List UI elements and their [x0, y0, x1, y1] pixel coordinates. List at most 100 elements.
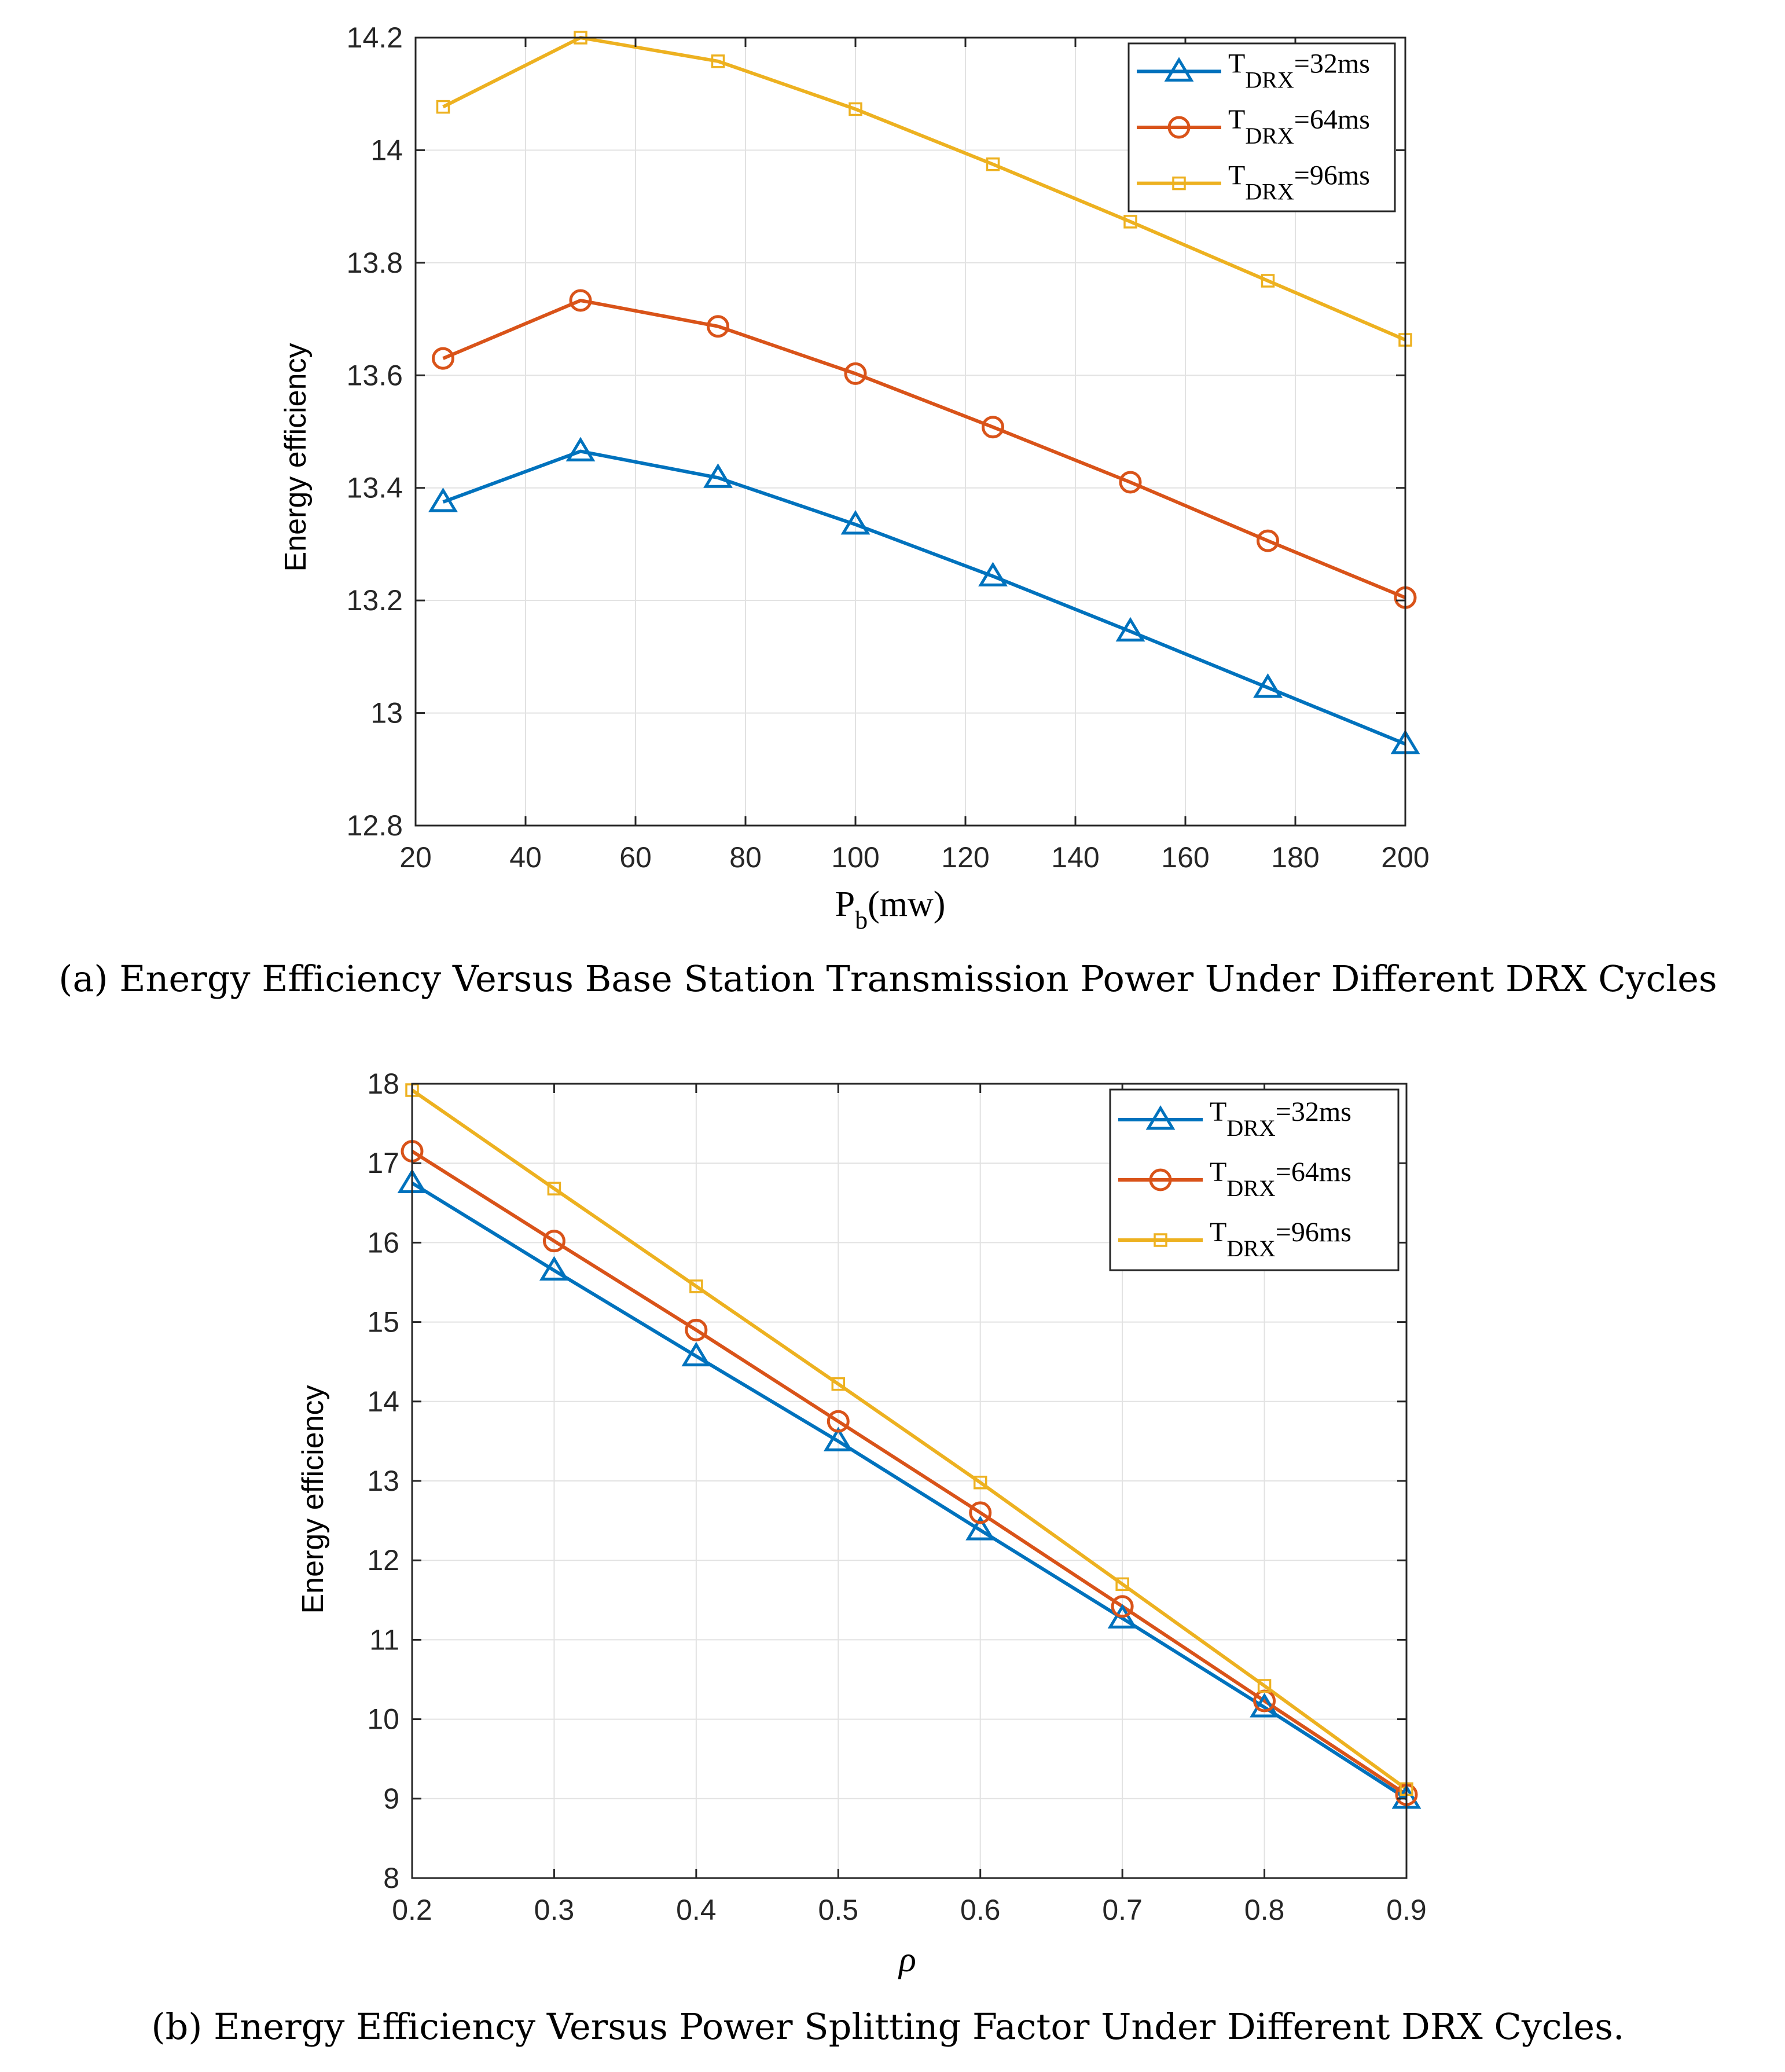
- chart-a-series-0-point: [1253, 673, 1283, 698]
- chart-a-series-0-point: [840, 510, 871, 535]
- chart-a-series-0-point: [565, 437, 596, 462]
- chart-b-x-tick-label: 0.5: [818, 1894, 859, 1926]
- chart-b-lines: [411, 1088, 1408, 1800]
- chart-b-legend-label-1: TDRX=64ms: [1210, 1157, 1351, 1201]
- chart-b-legend-marker-2: [1154, 1233, 1167, 1247]
- chart-b-y-tick-labels: 8 9 10 11 12 13 14 15 16 17 18: [367, 1068, 399, 1894]
- chart-b-legend-label-2: TDRX=96ms: [1210, 1217, 1351, 1261]
- chart-b-legend-label-tail-2: =96ms: [1276, 1217, 1351, 1248]
- chart-a-series-1-point: [982, 416, 1004, 439]
- chart-b-series-2-point: [831, 1377, 846, 1391]
- chart-b-y-tick-label: 11: [369, 1623, 399, 1656]
- chart-b-y-axis-label: Energy efficiency: [296, 1385, 330, 1613]
- chart-b-x-tick-label: 0.2: [392, 1894, 432, 1926]
- chart-b-y-tick-label: 16: [367, 1226, 399, 1259]
- chart-a-series-0-point: [703, 463, 733, 488]
- chart-b-series-0-point: [1107, 1604, 1137, 1629]
- chart-a-series-0-point: [428, 487, 458, 512]
- chart-a-y-axis-label: Energy efficiency: [279, 343, 313, 571]
- chart-a-x-tick-label: 80: [729, 841, 762, 874]
- chart-a-y-tick-label: 13.2: [347, 584, 403, 617]
- chart-b-x-axis-label: ρ: [898, 1940, 916, 1979]
- chart-b-x-tick-label: 0.8: [1244, 1894, 1285, 1926]
- chart-b-series-2-point: [973, 1475, 987, 1490]
- chart-a-legend-label-main-0: T: [1228, 48, 1245, 79]
- chart-b-legend-label-sub-2: DRX: [1226, 1235, 1276, 1261]
- chart-a-x-tick-label: 180: [1271, 841, 1319, 874]
- chart-b-legend-label-0: TDRX=32ms: [1210, 1096, 1351, 1141]
- chart-b-legend-marker-0: [1145, 1105, 1176, 1130]
- chart-a-series-1-point: [1119, 471, 1142, 494]
- chart-a-x-tick-label: 200: [1381, 841, 1429, 874]
- chart-b-series-1-point: [827, 1410, 850, 1433]
- chart-a-legend-label-sub-0: DRX: [1245, 67, 1294, 93]
- chart-b-caption: (b) Energy Efficiency Versus Power Split…: [151, 2005, 1624, 2048]
- chart-b-series-0-point: [965, 1516, 996, 1541]
- chart-b-legend-label-tail-0: =32ms: [1276, 1096, 1351, 1127]
- chart-a-y-tick-labels: 12.8 13 13.2 13.4 13.6 13.8 14 14.2: [347, 21, 403, 842]
- chart-a-x-tick-label: 60: [619, 841, 652, 874]
- chart-b-series-0-point: [681, 1341, 711, 1367]
- chart-b-series-0-point: [1250, 1693, 1279, 1718]
- chart-b-x-tick-label: 0.4: [676, 1894, 717, 1926]
- chart-a-series-1-point: [432, 347, 454, 370]
- chart-a-x-axis-label: Pb(mw): [835, 885, 946, 934]
- chart-a-axes-box: [414, 36, 1406, 827]
- chart-a-legend-label-0: TDRX=32ms: [1228, 48, 1370, 93]
- chart-a-series-2-point: [986, 157, 1000, 171]
- chart-b-y-tick-label: 17: [367, 1147, 399, 1179]
- chart-a-y-tick-label: 14.2: [347, 21, 403, 54]
- chart-a-legend-marker-0: [1164, 57, 1194, 82]
- chart-a-legend-label-1: TDRX=64ms: [1228, 104, 1370, 149]
- chart-a-x-tick-label: 40: [509, 841, 542, 874]
- chart-b-x-tick-label: 0.3: [534, 1894, 575, 1926]
- chart-b-series-2-point: [547, 1182, 561, 1195]
- chart-a-series-2-point: [1261, 274, 1275, 288]
- chart-b: 0.2 0.3 0.4 0.5 0.6 0.7 0.8 0.9 8 9 10 11 12 13 14 15 1…: [151, 1068, 1624, 2048]
- chart-a-legend-label-sub-1: DRX: [1245, 123, 1294, 149]
- chart-b-series-0-point: [823, 1426, 853, 1451]
- chart-a-x-axis-label-sub: b: [855, 906, 868, 934]
- chart-a-series-2-point: [849, 102, 862, 116]
- chart-a-series-1-point: [844, 362, 867, 385]
- chart-a-y-tick-label: 13.6: [347, 359, 403, 391]
- chart-b-x-tick-label: 0.6: [960, 1894, 1001, 1926]
- chart-b-x-tick-label: 0.9: [1386, 1894, 1427, 1926]
- chart-b-legend-label-main-0: T: [1210, 1096, 1226, 1127]
- chart-a-x-tick-label: 20: [399, 841, 432, 874]
- chart-a-legend-marker-1: [1167, 116, 1191, 139]
- chart-b-series-1-point: [1111, 1595, 1134, 1618]
- chart-a-x-tick-label: 160: [1161, 841, 1209, 874]
- chart-a-series-1-point: [707, 315, 729, 338]
- chart-b-series-2-point: [1115, 1577, 1129, 1591]
- chart-a-x-tick-label: 140: [1051, 841, 1099, 874]
- chart-a-lines: [442, 36, 1406, 746]
- chart-b-series-1-point: [969, 1501, 992, 1524]
- chart-b-y-tick-label: 8: [383, 1862, 399, 1894]
- chart-b-x-tick-labels: 0.2 0.3 0.4 0.5 0.6 0.7 0.8 0.9: [392, 1894, 1427, 1926]
- chart-a-legend-label-main-2: T: [1228, 160, 1245, 191]
- chart-b-legend-label-tail-1: =64ms: [1276, 1157, 1351, 1187]
- chart-b-legend-label-sub-1: DRX: [1226, 1175, 1276, 1201]
- chart-a-series-1-point: [569, 289, 592, 312]
- chart-a-y-tick-label: 13: [370, 697, 403, 729]
- chart-b-y-tick-label: 9: [383, 1783, 399, 1815]
- chart-a-y-tick-label: 12.8: [347, 809, 403, 842]
- chart-a-x-axis-label-main: P: [835, 885, 855, 924]
- chart-a-legend-label-tail-2: =96ms: [1294, 160, 1370, 191]
- chart-a-series-1-line: [442, 298, 1406, 600]
- chart-b-legend-label-sub-0: DRX: [1226, 1115, 1276, 1141]
- chart-a-x-tick-label: 100: [831, 841, 879, 874]
- chart-a-legend-label-tail-0: =32ms: [1294, 48, 1370, 79]
- chart-a-legend-marker-2: [1172, 176, 1186, 190]
- chart-b-series-1-line: [411, 1150, 1408, 1796]
- chart-b-x-tick-label: 0.7: [1102, 1894, 1143, 1926]
- chart-a-series-1-point: [1257, 529, 1279, 552]
- chart-a-legend-label-main-1: T: [1228, 104, 1245, 135]
- chart-b-series-1-point: [542, 1230, 565, 1253]
- chart-a-series-0-point: [978, 562, 1008, 586]
- chart-a-y-tick-label: 13.4: [347, 472, 403, 504]
- chart-b-legend-label-main-1: T: [1210, 1157, 1226, 1187]
- chart-a-series-2-point: [711, 54, 725, 68]
